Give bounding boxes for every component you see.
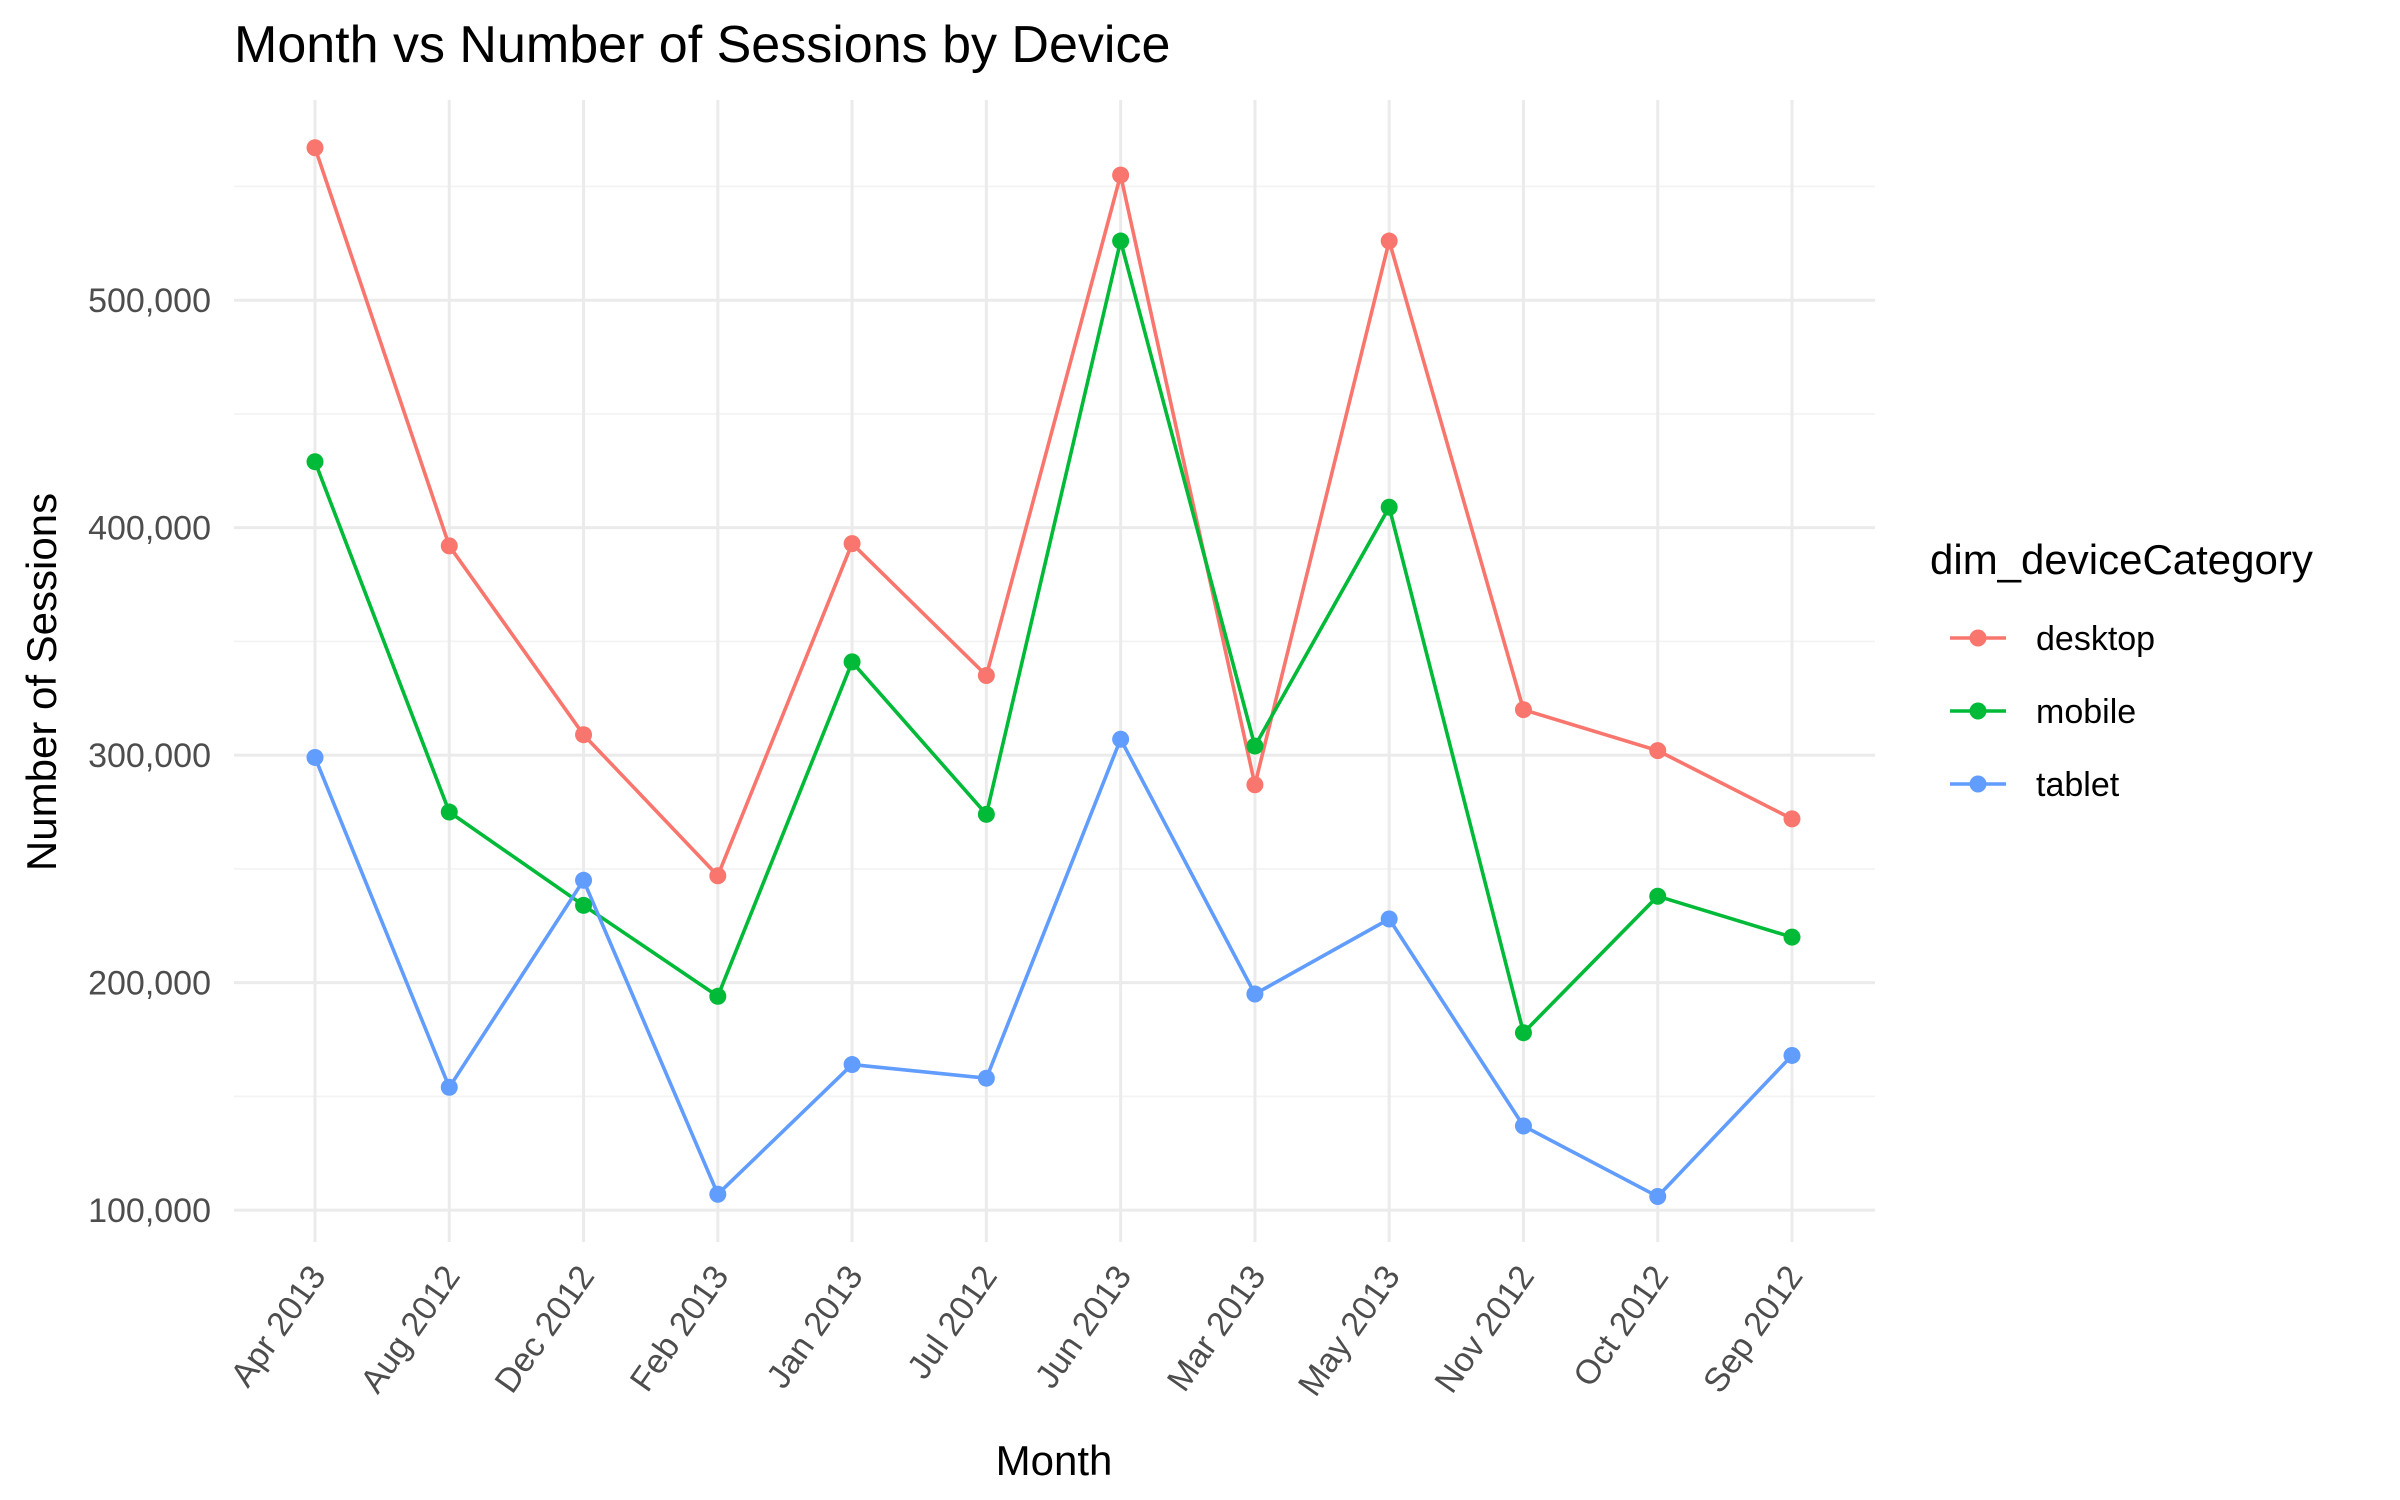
data-point-tablet xyxy=(575,871,593,889)
legend-key-point xyxy=(1969,629,1987,647)
data-point-mobile xyxy=(1514,1024,1532,1042)
data-point-mobile xyxy=(1783,928,1801,946)
data-point-tablet xyxy=(440,1078,458,1096)
y-tick-label: 100,000 xyxy=(88,1192,211,1230)
data-point-desktop xyxy=(1380,232,1398,250)
y-axis-title: Number of Sessions xyxy=(18,493,65,871)
x-tick-label: May 2013 xyxy=(1291,1259,1408,1403)
legend-label: desktop xyxy=(2036,620,2155,658)
chart-title: Month vs Number of Sessions by Device xyxy=(234,16,1170,74)
data-point-desktop xyxy=(1783,810,1801,828)
x-tick-label: Feb 2013 xyxy=(623,1259,737,1398)
data-point-mobile xyxy=(709,987,727,1005)
data-point-desktop xyxy=(977,667,995,685)
legend-label: tablet xyxy=(2036,766,2120,804)
series-points xyxy=(306,139,1801,1206)
x-tick-label: Apr 2013 xyxy=(223,1259,333,1394)
data-point-tablet xyxy=(1112,730,1130,748)
x-tick-label: Mar 2013 xyxy=(1160,1259,1274,1398)
data-point-desktop xyxy=(440,537,458,555)
data-point-mobile xyxy=(1112,232,1130,250)
data-point-desktop xyxy=(1649,742,1667,760)
series-lines xyxy=(313,147,1794,1199)
legend-key-point xyxy=(1969,702,1987,720)
data-point-tablet xyxy=(1514,1117,1532,1135)
data-point-tablet xyxy=(1246,985,1264,1003)
data-point-mobile xyxy=(440,803,458,821)
legend-item-desktop: desktop xyxy=(1950,620,2155,658)
data-point-tablet xyxy=(306,748,324,766)
data-point-tablet xyxy=(1783,1046,1801,1064)
data-point-mobile xyxy=(843,653,861,671)
x-tick-label: Dec 2012 xyxy=(487,1259,602,1400)
legend: dim_deviceCategory desktop mobile tablet xyxy=(1930,536,2313,804)
data-point-desktop xyxy=(843,535,861,553)
x-tick-label: Jul 2012 xyxy=(900,1259,1005,1386)
y-tick-label: 400,000 xyxy=(88,510,211,548)
data-point-mobile xyxy=(1649,887,1667,905)
legend-item-mobile: mobile xyxy=(1950,693,2136,731)
x-tick-label: Oct 2012 xyxy=(1566,1259,1676,1394)
data-point-mobile xyxy=(575,896,593,914)
data-point-tablet xyxy=(709,1185,727,1203)
legend-item-tablet: tablet xyxy=(1950,766,2120,804)
series-line-tablet xyxy=(313,737,1794,1199)
series-line-desktop xyxy=(313,147,1793,878)
data-point-mobile xyxy=(1246,737,1264,755)
data-point-desktop xyxy=(306,139,324,157)
x-tick-label: Aug 2012 xyxy=(353,1259,468,1400)
data-point-mobile xyxy=(977,805,995,823)
legend-title: dim_deviceCategory xyxy=(1930,536,2313,583)
data-point-tablet xyxy=(1380,910,1398,928)
data-point-tablet xyxy=(1649,1188,1667,1206)
series-line-mobile xyxy=(313,239,1793,1035)
x-axis-ticks: Apr 2013 Aug 2012 Dec 2012 Feb 2013 Jan 2013… xyxy=(223,1259,1810,1403)
y-tick-label: 300,000 xyxy=(88,737,211,775)
data-point-desktop xyxy=(575,726,593,744)
data-point-desktop xyxy=(709,867,727,885)
data-point-tablet xyxy=(977,1069,995,1087)
grid xyxy=(234,100,1875,1242)
data-point-mobile xyxy=(1380,498,1398,516)
data-point-mobile xyxy=(306,453,324,471)
legend-label: mobile xyxy=(2036,693,2136,731)
data-point-desktop xyxy=(1246,776,1264,794)
x-tick-label: Jun 2013 xyxy=(1028,1259,1139,1395)
legend-key-point xyxy=(1969,775,1987,793)
x-tick-label: Nov 2012 xyxy=(1427,1259,1542,1400)
y-axis-ticks: 100,000 200,000 300,000 400,000 500,000 xyxy=(88,282,211,1230)
data-point-tablet xyxy=(843,1056,861,1074)
y-tick-label: 500,000 xyxy=(88,282,211,320)
x-axis-title: Month xyxy=(996,1437,1113,1484)
data-point-desktop xyxy=(1514,701,1532,719)
x-tick-label: Jan 2013 xyxy=(759,1259,870,1395)
x-tick-label: Sep 2012 xyxy=(1696,1259,1811,1400)
data-point-desktop xyxy=(1112,166,1130,184)
y-tick-label: 200,000 xyxy=(88,965,211,1003)
